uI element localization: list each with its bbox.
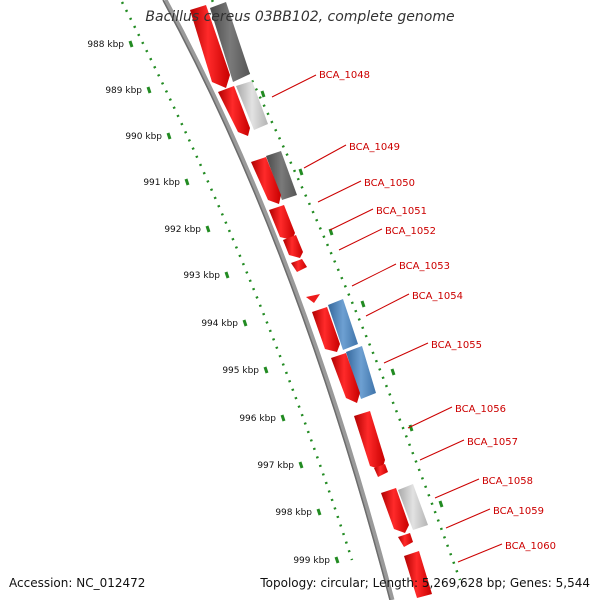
scale-tick bbox=[316, 508, 322, 516]
gene-label[interactable]: BCA_1052 bbox=[385, 226, 436, 237]
genome-summary: Topology: circular; Length: 5,269,628 bp… bbox=[260, 576, 590, 590]
gene-label-leader bbox=[457, 543, 503, 563]
outer-track-tick bbox=[298, 168, 304, 176]
scale-tick-label: 995 kbp bbox=[222, 366, 259, 376]
scale-tick bbox=[146, 86, 152, 94]
gene-label-leader bbox=[365, 293, 410, 317]
gene-arrow bbox=[374, 464, 388, 477]
gene-label[interactable]: BCA_1057 bbox=[467, 437, 518, 448]
scale-tick bbox=[298, 461, 304, 469]
genome-title: Bacillus cereus 03BB102, complete genome bbox=[145, 9, 455, 25]
scale-tick bbox=[280, 414, 286, 422]
scale-tick-label: 992 kbp bbox=[164, 225, 201, 235]
gene-block-dark bbox=[266, 151, 297, 200]
gene-arrow bbox=[218, 86, 250, 136]
gene-block-blue bbox=[346, 346, 376, 399]
scale-tick bbox=[205, 225, 211, 233]
gene-features bbox=[190, 2, 432, 598]
gene-label[interactable]: BCA_1050 bbox=[364, 178, 415, 189]
scale-tick-label: 998 kbp bbox=[275, 508, 312, 518]
gene-labels: BCA_1048 BCA_1049 BCA_1050 BCA_1051 BCA_1052… bbox=[271, 70, 556, 563]
gene-block-blue bbox=[328, 299, 358, 350]
accession-label: Accession: NC_012472 bbox=[9, 576, 146, 590]
gene-label[interactable]: BCA_1054 bbox=[412, 291, 463, 302]
gene-label-leader bbox=[338, 228, 383, 251]
gene-label-leader bbox=[445, 508, 491, 529]
outer-track-tick bbox=[360, 300, 366, 308]
scale-tick bbox=[334, 556, 340, 564]
scale-tick bbox=[184, 178, 190, 186]
gene-label[interactable]: BCA_1048 bbox=[319, 70, 370, 81]
backbone-inner bbox=[162, 0, 391, 600]
gene-label-leader bbox=[383, 342, 429, 364]
scale-tick-label: 996 kbp bbox=[239, 414, 276, 424]
gene-arrow bbox=[251, 157, 281, 204]
scale-tick-label: 994 kbp bbox=[201, 319, 238, 329]
scale-tick-labels: 988 kbp 989 kbp 990 kbp 991 kbp 992 kbp 993 k… bbox=[87, 40, 330, 566]
scale-tick bbox=[242, 319, 248, 327]
scale-tick-label: 991 kbp bbox=[143, 178, 180, 188]
outer-track-tick bbox=[438, 500, 444, 508]
scale-tick-label: 988 kbp bbox=[87, 40, 124, 50]
gene-arrow bbox=[269, 205, 295, 240]
scale-ticks bbox=[128, 40, 340, 564]
gene-label[interactable]: BCA_1051 bbox=[376, 206, 427, 217]
gene-arrow bbox=[331, 353, 360, 403]
gene-block-light bbox=[398, 484, 428, 530]
gene-label[interactable]: BCA_1049 bbox=[349, 142, 400, 153]
scale-tick bbox=[224, 271, 230, 279]
scale-tick-label: 990 kbp bbox=[125, 132, 162, 142]
gene-label-leader bbox=[271, 74, 317, 98]
outer-track-tick bbox=[408, 424, 414, 432]
gene-arrow bbox=[312, 307, 340, 352]
gene-block-light bbox=[236, 81, 268, 130]
gene-label[interactable]: BCA_1053 bbox=[399, 261, 450, 272]
backbone-outer bbox=[162, 0, 395, 600]
gene-arrow bbox=[190, 5, 230, 88]
gene-arrow bbox=[381, 488, 409, 533]
gene-label-leader bbox=[434, 478, 480, 499]
gene-arrow bbox=[283, 235, 303, 258]
gene-label[interactable]: BCA_1060 bbox=[505, 541, 556, 552]
gene-arrow bbox=[398, 533, 413, 547]
scale-line bbox=[120, 1, 354, 561]
scale-tick-label: 993 kbp bbox=[183, 271, 220, 281]
scale-tick bbox=[263, 366, 269, 374]
outer-track-tick bbox=[390, 368, 396, 376]
outer-track-tick bbox=[260, 90, 266, 98]
scale-tick bbox=[166, 132, 172, 140]
gene-arrow bbox=[354, 411, 385, 470]
scale-tick-label: 999 kbp bbox=[293, 556, 330, 566]
scale-tick bbox=[128, 40, 134, 48]
gene-label-leader bbox=[407, 406, 453, 429]
scale-tick-label: 989 kbp bbox=[105, 86, 142, 96]
gene-arrow bbox=[291, 259, 307, 272]
gene-label-leader bbox=[351, 263, 397, 287]
gene-label[interactable]: BCA_1059 bbox=[493, 506, 544, 517]
gene-label-leader bbox=[419, 439, 465, 461]
gene-label-leader bbox=[303, 144, 347, 169]
gene-arrow bbox=[404, 551, 432, 598]
gene-arrow bbox=[306, 294, 320, 303]
gene-label-leader bbox=[329, 208, 374, 231]
gene-label[interactable]: BCA_1058 bbox=[482, 476, 533, 487]
scale-tick-label: 997 kbp bbox=[257, 461, 294, 471]
gene-label-leader bbox=[317, 180, 362, 203]
gene-label[interactable]: BCA_1055 bbox=[431, 340, 482, 351]
gene-label[interactable]: BCA_1056 bbox=[455, 404, 506, 415]
gene-block-dark bbox=[210, 2, 250, 82]
